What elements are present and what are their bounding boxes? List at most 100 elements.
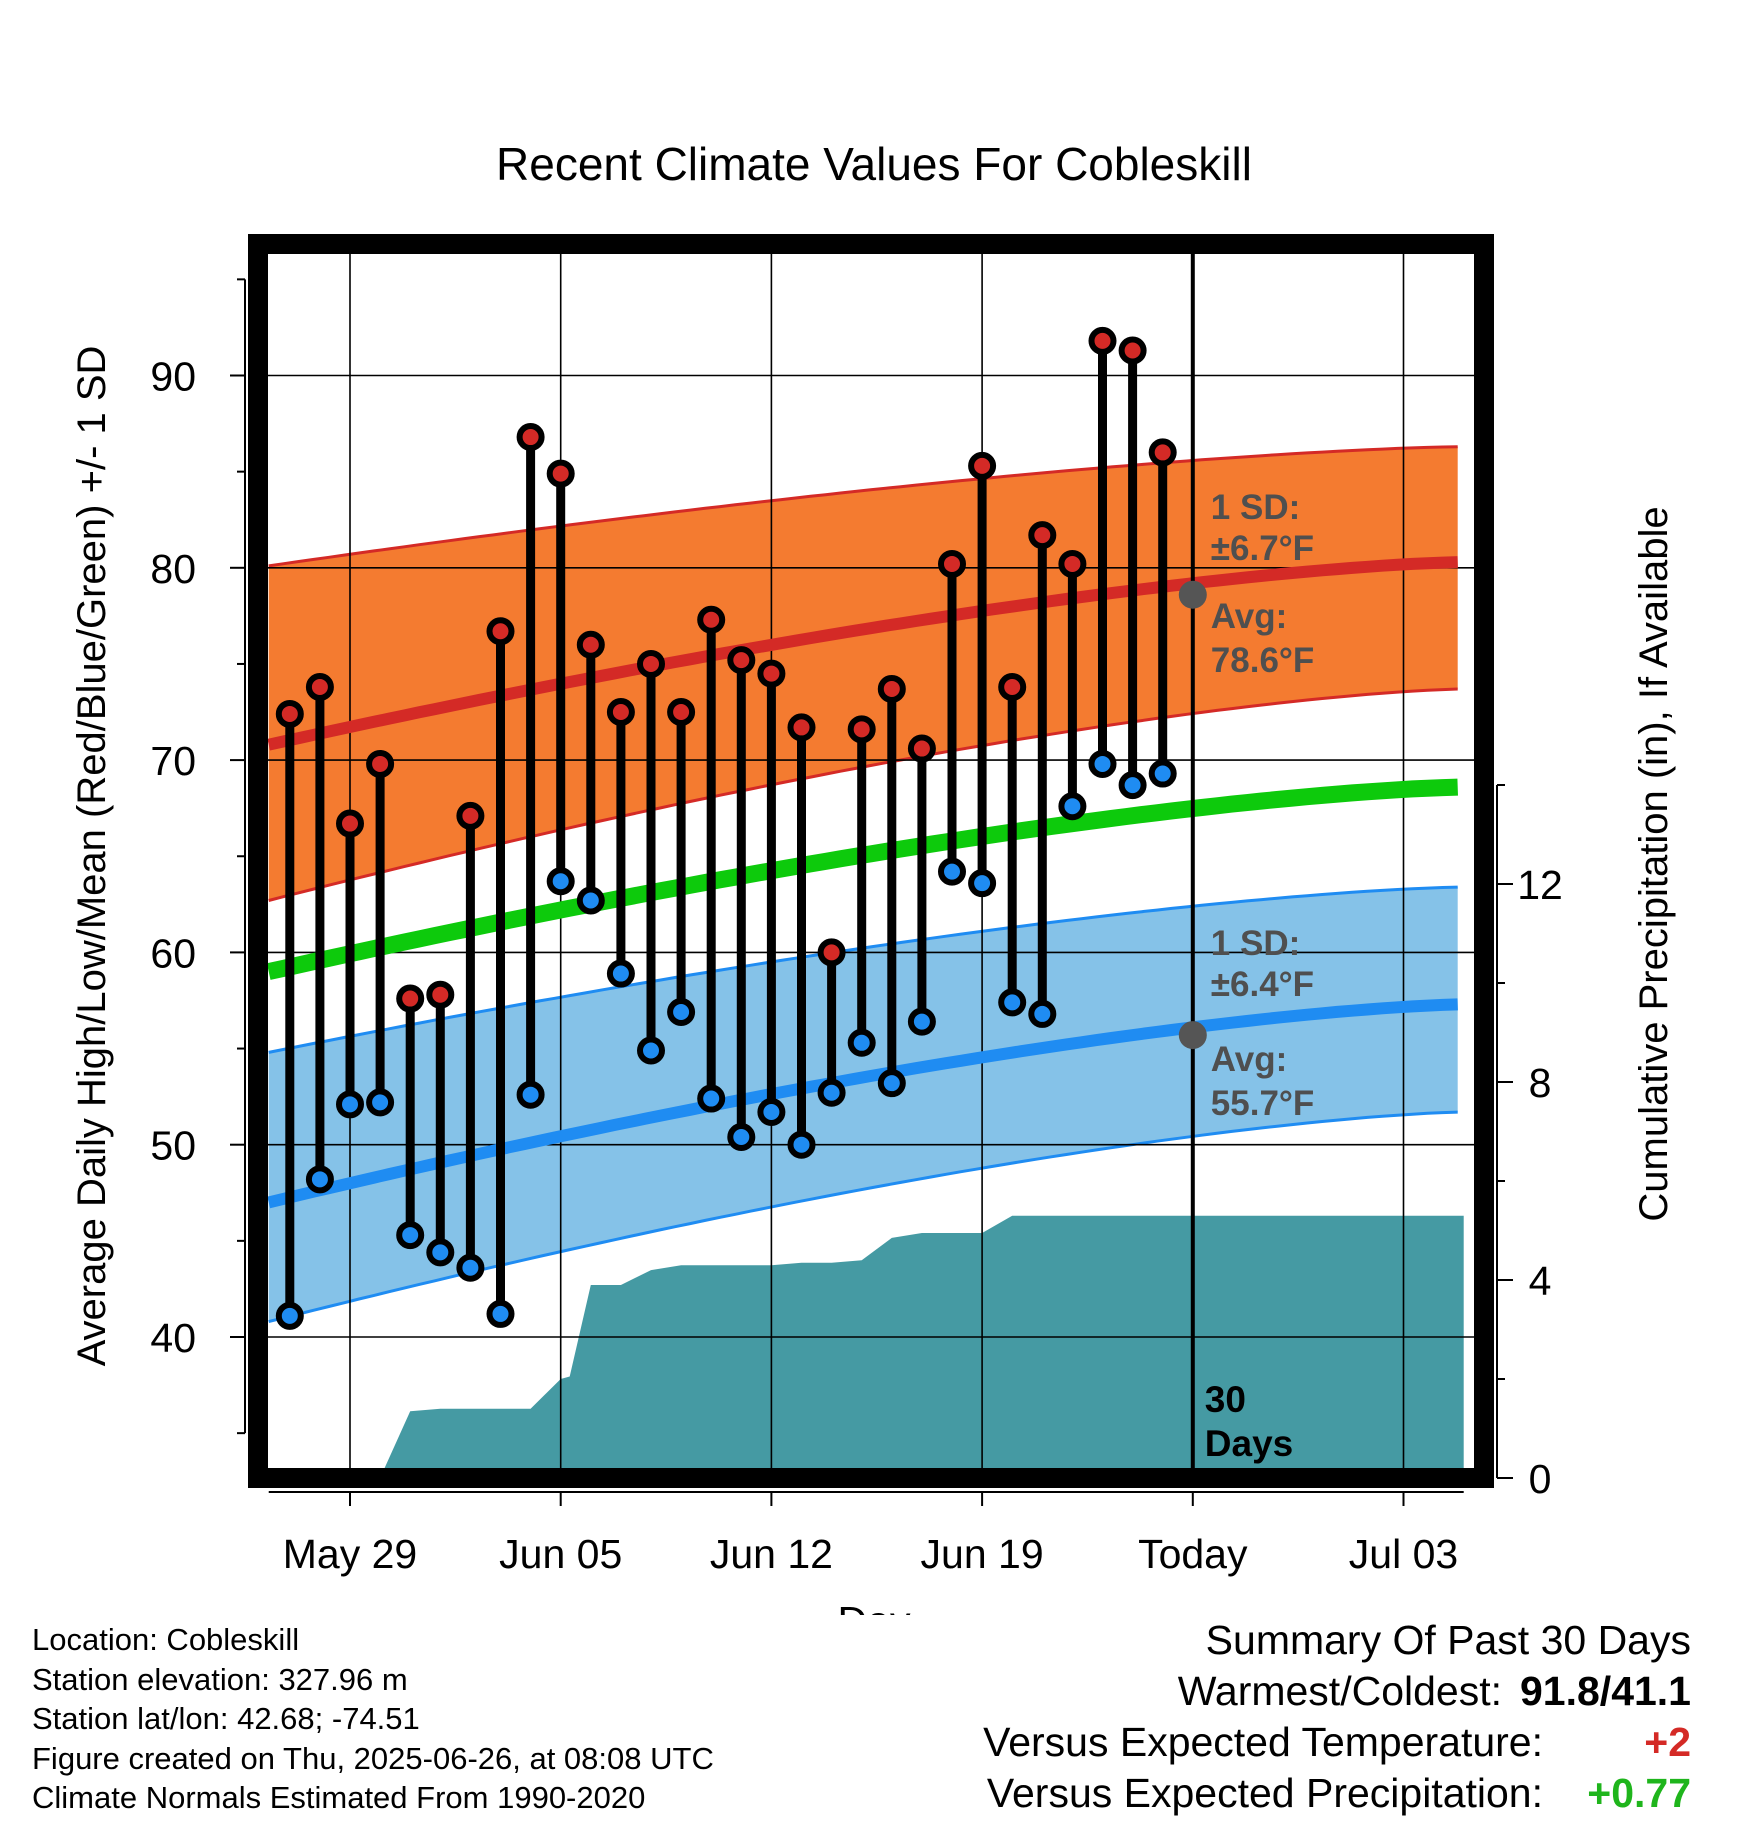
low-avg-label: Avg: [1211, 1040, 1287, 1079]
plot-content [258, 244, 1484, 1478]
daily-low-point [546, 867, 575, 896]
daily-low-point [456, 1253, 485, 1282]
daily-high-point [275, 699, 304, 728]
daily-low-point [576, 886, 605, 915]
daily-high-point [637, 649, 665, 678]
daily-high-point [456, 801, 485, 830]
daily-high-point [667, 698, 696, 727]
y2-tick-label: 8 [1529, 1060, 1552, 1106]
station-info: Location: Cobleskill Station elevation: … [32, 1620, 714, 1818]
high-avg-label: Avg: [1211, 597, 1287, 636]
daily-low-point [275, 1301, 304, 1330]
climate-chart: Recent Climate Values For Cobleskill Day… [70, 138, 1676, 1615]
high-sd-label: 1 SD: [1211, 488, 1300, 527]
daily-low-point [366, 1088, 395, 1117]
daily-low-point [907, 1007, 936, 1036]
x-tick-label: Jun 05 [499, 1531, 622, 1577]
daily-low-point [336, 1090, 364, 1119]
daily-low-point [757, 1098, 786, 1127]
daily-low-point [697, 1084, 726, 1113]
daily-low-point [667, 998, 696, 1027]
daily-high-point [426, 980, 455, 1009]
y-axis-label-right: Cumulative Precipitation (in), If Availa… [1632, 506, 1676, 1221]
y2-tick-label: 0 [1529, 1456, 1552, 1502]
high-sd-upper-line [268, 445, 1458, 568]
low-sd-label: 1 SD: [1211, 924, 1300, 963]
daily-low-point [396, 1221, 425, 1250]
y-tick-label: 60 [150, 930, 196, 976]
y2-tick-label: 4 [1529, 1258, 1552, 1304]
normal-high-line [267, 556, 1458, 751]
daily-low-point [727, 1123, 756, 1152]
daily-high-point [336, 809, 364, 838]
x-tick-label: Today [1138, 1531, 1248, 1577]
y2-tick-label: 12 [1517, 862, 1563, 908]
today-avg-low-marker [1178, 1021, 1207, 1050]
y-axis-label-left: Average Daily High/Low/Mean (Red/Blue/Gr… [70, 346, 114, 1367]
daily-low-point [606, 959, 635, 988]
warm-cold-label: Warmest/Coldest: [1177, 1668, 1502, 1714]
daily-low-point [817, 1078, 846, 1107]
created-text: Figure created on Thu, 2025-06-26, at 08… [32, 1740, 714, 1776]
days-word-label: Days [1205, 1423, 1293, 1464]
daily-high-point [516, 423, 545, 452]
daily-low-point [486, 1299, 515, 1328]
daily-low-point [305, 1165, 334, 1194]
low-sd-band [268, 887, 1458, 1322]
daily-high-point [1118, 336, 1147, 365]
today-avg-high-marker [1178, 580, 1207, 609]
latlon-text: Station lat/lon: 42.68; -74.51 [32, 1701, 420, 1736]
daily-low-point [1118, 771, 1147, 800]
daily-high-point [1148, 438, 1177, 467]
daily-high-point [606, 698, 635, 727]
summary-title: Summary Of Past 30 Days [1205, 1617, 1691, 1663]
daily-high-point [998, 673, 1027, 702]
y-tick-label: 40 [150, 1315, 196, 1361]
location-text: Location: Cobleskill [32, 1622, 300, 1657]
normals-text: Climate Normals Estimated From 1990-2020 [32, 1780, 646, 1815]
x-tick-label: Jul 03 [1349, 1531, 1458, 1577]
y-tick-label: 50 [150, 1123, 196, 1169]
daily-low-point [516, 1080, 545, 1109]
daily-low-point [637, 1036, 665, 1065]
daily-high-point [305, 673, 334, 702]
daily-high-point [1028, 521, 1057, 550]
plot-frame [248, 234, 1494, 1488]
temp-value: +2 [1644, 1719, 1691, 1765]
daily-high-point [938, 549, 966, 578]
daily-low-point [968, 869, 997, 898]
daily-high-point [486, 617, 515, 646]
daily-high-point [757, 659, 786, 688]
daily-high-point [787, 713, 816, 742]
daily-low-point [1028, 999, 1057, 1028]
daily-low-point [787, 1130, 816, 1159]
high-sd-value: ±6.7°F [1211, 529, 1314, 568]
daily-low-point [938, 857, 966, 886]
elevation-text: Station elevation: 327.96 m [32, 1661, 408, 1697]
days-count-label: 30 [1205, 1379, 1246, 1420]
x-axis-label: Day [838, 1598, 911, 1615]
daily-low-point [1058, 792, 1087, 821]
x-tick-label: Jun 19 [921, 1531, 1044, 1577]
y-tick-label: 80 [150, 546, 196, 592]
summary-panel: Summary Of Past 30 Days Warmest/Coldest:… [983, 1615, 1691, 1819]
low-sd-value: ±6.4°F [1211, 965, 1314, 1004]
warm-cold-row: Warmest/Coldest: 91.8/41.1 [983, 1666, 1691, 1717]
daily-low-point [1088, 749, 1117, 778]
daily-high-point [877, 674, 906, 703]
low-avg-value: 55.7°F [1211, 1084, 1315, 1123]
daily-high-point [968, 451, 997, 480]
chart-title: Recent Climate Values For Cobleskill [496, 138, 1252, 190]
daily-high-point [907, 734, 936, 763]
daily-high-point [546, 459, 575, 488]
daily-high-point [727, 646, 756, 675]
daily-low-point [847, 1028, 876, 1057]
daily-high-point [697, 605, 726, 634]
temp-row: Versus Expected Temperature: +2 [983, 1717, 1691, 1768]
daily-high-point [1058, 549, 1087, 578]
precip-value: +0.77 [1587, 1770, 1691, 1816]
x-tick-label: Jun 12 [710, 1531, 833, 1577]
daily-low-point [998, 988, 1027, 1017]
daily-low-point [877, 1069, 906, 1098]
